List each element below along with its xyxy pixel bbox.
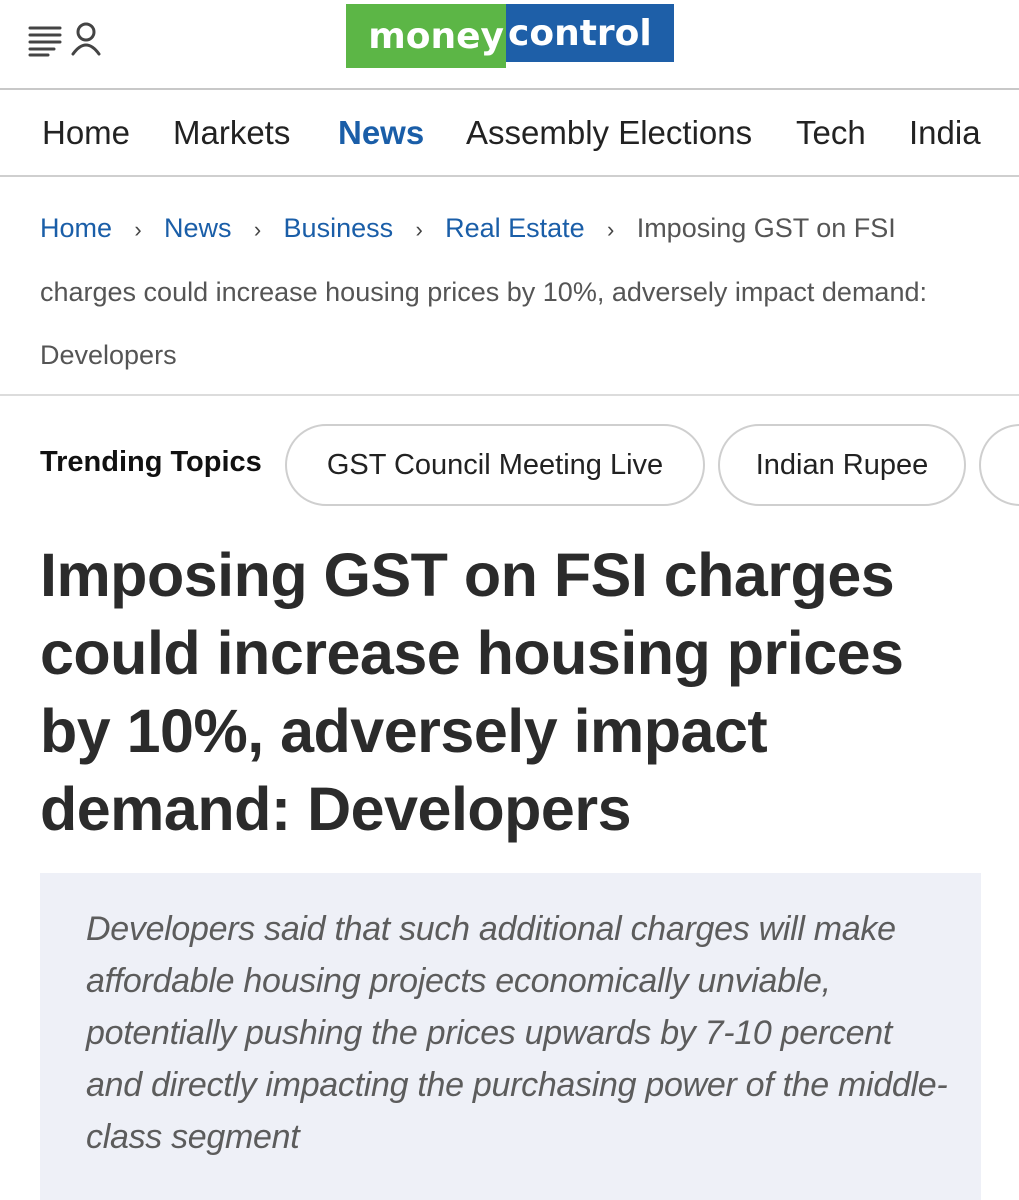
breadcrumb-separator: › xyxy=(134,217,142,242)
nav-item-home[interactable]: Home xyxy=(42,114,131,151)
main-nav: Home Markets News Assembly Elections Tec… xyxy=(0,90,1019,176)
logo-part-control: control xyxy=(506,4,674,62)
breadcrumb-home[interactable]: Home xyxy=(40,213,113,243)
nav-divider xyxy=(0,175,1019,177)
breadcrumb-divider xyxy=(0,394,1019,396)
trending-topics-bar: Trending Topics GST Council Meeting Live… xyxy=(0,420,1019,510)
breadcrumb: Home › News › Business › Real Estate › Imposing … xyxy=(40,197,970,387)
moneycontrol-logo[interactable]: money control xyxy=(346,4,674,68)
article-summary-box: Developers said that such additional cha… xyxy=(40,873,981,1200)
breadcrumb-real-estate[interactable]: Real Estate xyxy=(445,213,585,243)
nav-item-news[interactable]: News xyxy=(338,114,425,151)
topic-pill-indian-rupee[interactable]: Indian Rupee xyxy=(718,424,966,506)
breadcrumb-current: Imposing GST on FSI charges could increa… xyxy=(40,213,927,370)
menu-icon xyxy=(28,26,62,57)
topic-pill-more[interactable] xyxy=(979,424,1019,506)
breadcrumb-news[interactable]: News xyxy=(164,213,232,243)
site-header: money control xyxy=(0,0,1019,88)
user-icon xyxy=(71,22,101,56)
breadcrumb-separator: › xyxy=(607,217,615,242)
nav-item-assembly-elections[interactable]: Assembly Elections xyxy=(466,114,753,151)
nav-item-india[interactable]: India xyxy=(909,114,981,151)
nav-item-markets[interactable]: Markets xyxy=(173,114,291,151)
menu-user-button[interactable] xyxy=(26,20,106,58)
breadcrumb-business[interactable]: Business xyxy=(283,213,394,243)
breadcrumb-separator: › xyxy=(415,217,423,242)
article-headline: Imposing GST on FSI charges could increa… xyxy=(40,541,904,843)
logo-part-money: money xyxy=(346,4,506,68)
header-divider xyxy=(0,88,1019,90)
trending-topics-label: Trending Topics xyxy=(40,446,262,478)
breadcrumb-separator: › xyxy=(253,217,262,242)
topic-pill-gst-council[interactable]: GST Council Meeting Live xyxy=(285,424,705,506)
nav-item-tech[interactable]: Tech xyxy=(796,114,866,151)
article-summary: Developers said that such additional cha… xyxy=(86,910,948,1156)
